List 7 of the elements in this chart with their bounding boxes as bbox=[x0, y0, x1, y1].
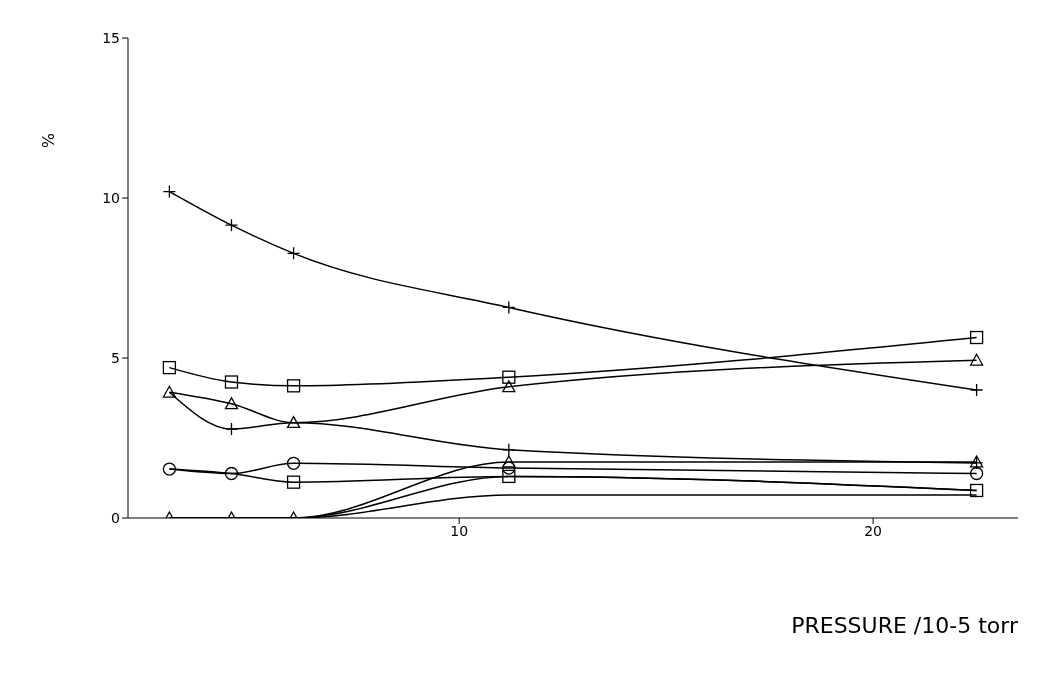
y-tick-label: 0 bbox=[111, 509, 120, 526]
y-tick-label: 10 bbox=[102, 189, 120, 206]
x-tick-label: 20 bbox=[864, 522, 883, 539]
y-tick-label: 5 bbox=[111, 349, 120, 366]
y-axis-title: % bbox=[37, 133, 57, 149]
y-tick-label: 15 bbox=[102, 29, 120, 46]
x-axis-title: PRESSURE /10-5 torr bbox=[791, 613, 1019, 638]
